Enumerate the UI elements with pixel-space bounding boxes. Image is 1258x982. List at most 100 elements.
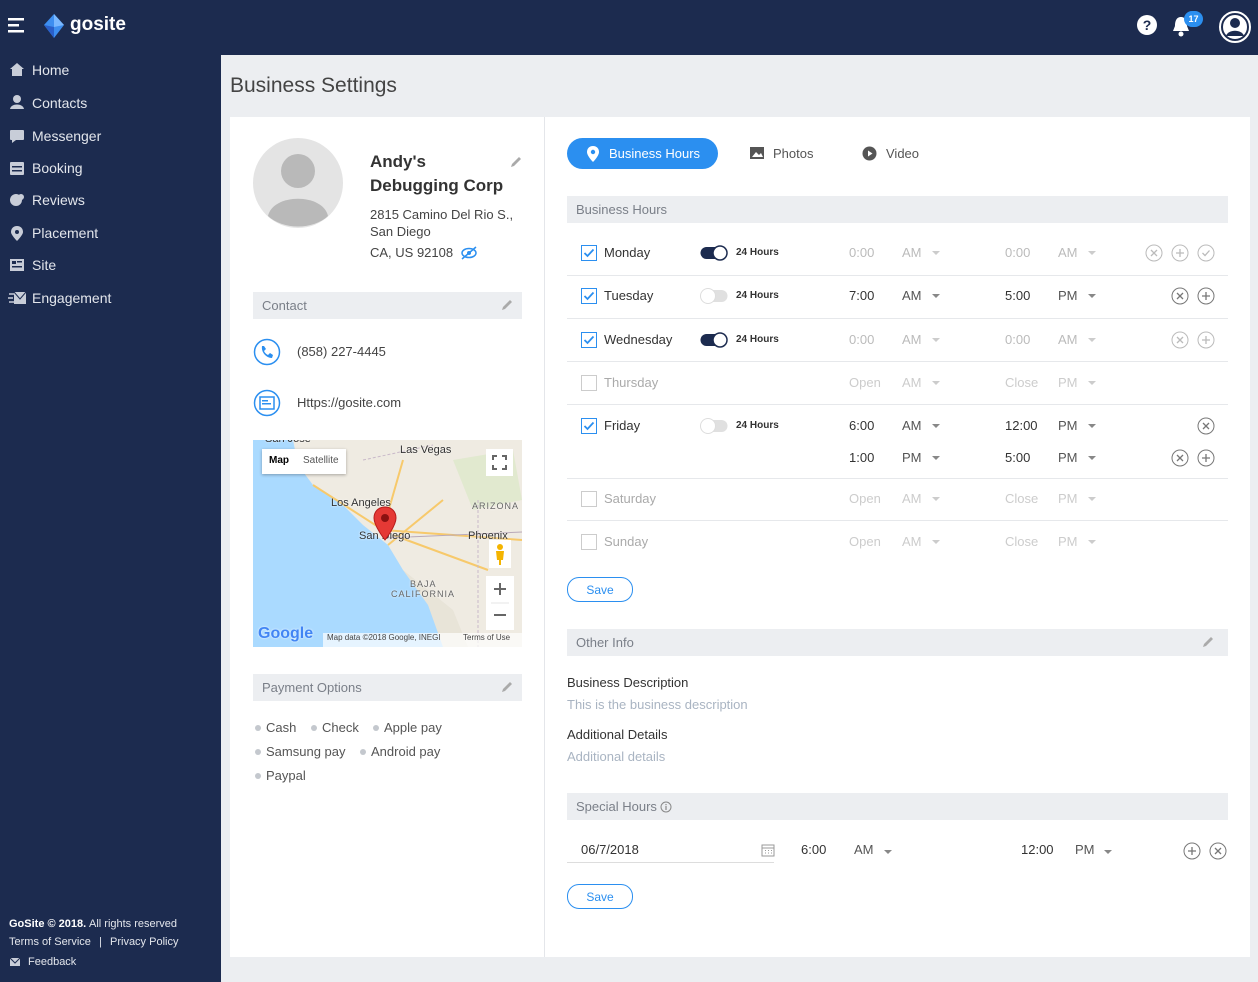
all-day-toggle[interactable] xyxy=(700,245,728,261)
calendar-button[interactable] xyxy=(761,843,775,857)
nav-item[interactable]: Home xyxy=(0,56,221,84)
confirm-slot[interactable] xyxy=(1197,244,1215,262)
remove-slot[interactable] xyxy=(1171,449,1189,467)
edit-button[interactable] xyxy=(500,680,514,694)
dropdown-caret[interactable] xyxy=(932,381,940,386)
open-time: 7:00 xyxy=(849,288,875,303)
edit-button[interactable] xyxy=(1201,635,1215,649)
special-date: 06/7/2018 xyxy=(581,842,639,857)
dropdown-caret[interactable] xyxy=(932,456,940,461)
edit-button[interactable] xyxy=(500,298,514,312)
open-time: 1:00 xyxy=(849,450,875,465)
dropdown-caret[interactable] xyxy=(884,850,892,855)
dropdown-caret[interactable] xyxy=(1088,497,1096,502)
nav-item[interactable]: Reviews xyxy=(0,186,221,214)
map-type-satellite[interactable]: Satellite xyxy=(303,455,339,466)
day-checkbox[interactable] xyxy=(581,332,597,348)
dropdown-caret[interactable] xyxy=(1088,540,1096,545)
bullet xyxy=(255,749,261,755)
day-checkbox[interactable] xyxy=(581,245,597,261)
privacy-link[interactable]: Privacy Policy xyxy=(110,936,179,948)
nav-item[interactable]: Messenger xyxy=(0,122,221,150)
bullet xyxy=(311,725,317,731)
zoom-control[interactable] xyxy=(486,576,514,630)
logo-mark xyxy=(42,12,66,40)
dropdown-caret[interactable] xyxy=(932,424,940,429)
terms-link[interactable]: Terms of Service xyxy=(9,936,91,948)
add-special[interactable] xyxy=(1183,842,1201,860)
remove-slot[interactable] xyxy=(1171,287,1189,305)
dropdown-caret[interactable] xyxy=(932,294,940,299)
dropdown-caret[interactable] xyxy=(932,497,940,502)
nav-item[interactable]: Engagement xyxy=(0,284,221,312)
close-ampm: PM xyxy=(1058,375,1078,390)
dropdown-caret[interactable] xyxy=(932,251,940,256)
dropdown-caret[interactable] xyxy=(1088,424,1096,429)
brand: gosite xyxy=(70,14,126,35)
save-button[interactable]: Save xyxy=(567,884,633,909)
dropdown-caret[interactable] xyxy=(1088,381,1096,386)
add-slot[interactable] xyxy=(1197,331,1215,349)
tab-business-hours[interactable]: Business Hours xyxy=(567,138,718,169)
add-slot[interactable] xyxy=(1197,449,1215,467)
remove-slot[interactable] xyxy=(1171,331,1189,349)
open-ampm: AM xyxy=(902,534,922,549)
all-day-label: 24 Hours xyxy=(736,290,779,301)
remove-special[interactable] xyxy=(1209,842,1227,860)
add-slot[interactable] xyxy=(1171,244,1189,262)
nav-item[interactable]: Site xyxy=(0,251,221,279)
visibility-toggle[interactable] xyxy=(460,246,478,260)
nav-item[interactable]: Contacts xyxy=(0,89,221,117)
all-day-toggle[interactable] xyxy=(700,332,728,348)
dropdown-caret[interactable] xyxy=(1088,294,1096,299)
feedback-icon xyxy=(9,956,21,968)
remove-slot[interactable] xyxy=(1197,417,1215,435)
nav-item[interactable]: Placement xyxy=(0,219,221,247)
help-button[interactable]: ? xyxy=(1136,14,1158,36)
contact-header: Contact xyxy=(253,292,522,319)
nav-item[interactable]: Booking xyxy=(0,154,221,182)
nav-label: Placement xyxy=(32,225,99,241)
notification-badge: 17 xyxy=(1184,11,1203,27)
add-slot[interactable] xyxy=(1197,287,1215,305)
save-button[interactable]: Save xyxy=(567,577,633,602)
dropdown-caret[interactable] xyxy=(1104,850,1112,855)
open-time: 0:00 xyxy=(849,245,875,260)
day-checkbox[interactable] xyxy=(581,375,597,391)
special-open-ampm: AM xyxy=(854,842,874,857)
fullscreen-button[interactable] xyxy=(486,449,513,476)
map-terms[interactable]: Terms of Use xyxy=(463,633,511,642)
street-view[interactable] xyxy=(489,540,511,568)
close-time: 5:00 xyxy=(1005,450,1031,465)
dropdown-caret[interactable] xyxy=(1088,251,1096,256)
footer-separator: | xyxy=(99,936,102,948)
day-checkbox[interactable] xyxy=(581,288,597,304)
dropdown-caret[interactable] xyxy=(932,338,940,343)
day-checkbox[interactable] xyxy=(581,491,597,507)
dropdown-caret[interactable] xyxy=(932,540,940,545)
tab-icon xyxy=(586,145,600,163)
section-title: Other Info xyxy=(576,635,634,650)
all-day-label: 24 Hours xyxy=(736,334,779,345)
nav-label: Reviews xyxy=(32,192,85,208)
menu-button[interactable] xyxy=(6,16,28,34)
remove-slot[interactable] xyxy=(1145,244,1163,262)
dropdown-caret[interactable] xyxy=(1088,338,1096,343)
business-name: Andy's xyxy=(370,152,426,171)
day-checkbox[interactable] xyxy=(581,418,597,434)
tab-photos[interactable]: Photos xyxy=(773,146,814,161)
feedback-link[interactable]: Feedback xyxy=(28,956,77,968)
close-ampm: PM xyxy=(1058,418,1078,433)
day-checkbox[interactable] xyxy=(581,534,597,550)
map-label: Los Angeles xyxy=(331,497,391,509)
all-day-toggle[interactable] xyxy=(700,418,728,434)
hours-header: Business Hours xyxy=(567,196,1228,223)
map-type-map[interactable]: Map xyxy=(269,455,289,466)
profile-button[interactable] xyxy=(1218,10,1252,44)
info-icon xyxy=(660,801,672,813)
tab-video[interactable]: Video xyxy=(886,146,920,161)
all-day-toggle[interactable] xyxy=(700,288,728,304)
edit-button[interactable] xyxy=(509,155,523,169)
dropdown-caret[interactable] xyxy=(1088,456,1096,461)
